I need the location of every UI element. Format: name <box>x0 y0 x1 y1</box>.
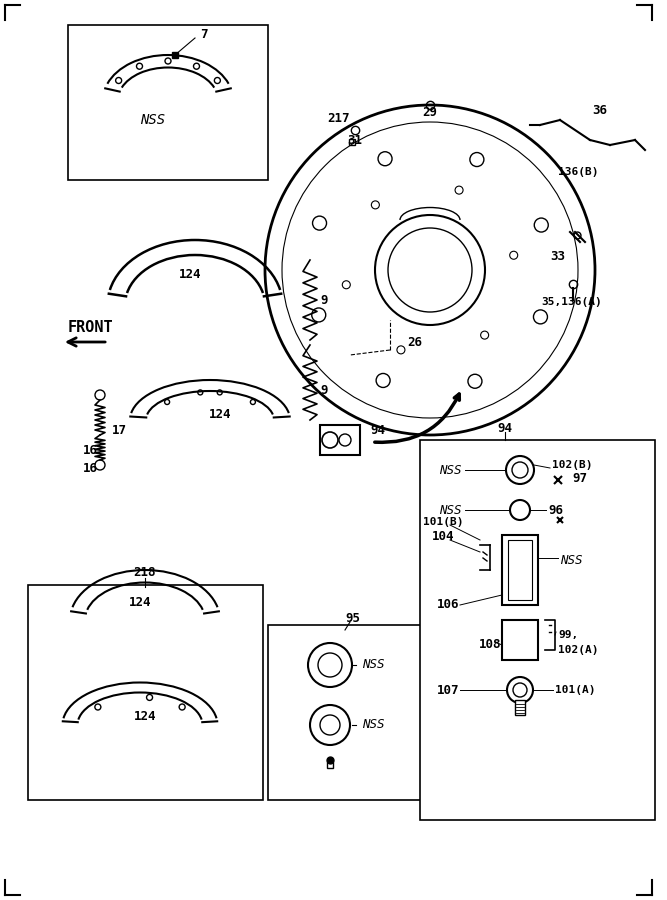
Text: 94: 94 <box>498 421 512 435</box>
Text: 99,: 99, <box>558 630 578 640</box>
Bar <box>508 540 532 600</box>
Text: 101(A): 101(A) <box>555 685 596 695</box>
Text: 97: 97 <box>572 472 587 484</box>
Text: 96: 96 <box>548 503 563 517</box>
Text: 218: 218 <box>134 565 156 579</box>
Bar <box>320 425 360 455</box>
Text: 124: 124 <box>179 268 201 282</box>
Text: 35,136(A): 35,136(A) <box>542 297 602 307</box>
Text: 9: 9 <box>320 383 327 397</box>
Text: 16: 16 <box>83 444 98 456</box>
Text: 9: 9 <box>320 293 327 307</box>
Bar <box>268 625 438 800</box>
Bar <box>420 440 655 820</box>
Text: 31: 31 <box>348 133 362 147</box>
Text: NSS: NSS <box>141 113 165 127</box>
Text: 16: 16 <box>83 462 98 474</box>
Text: 36: 36 <box>592 104 608 116</box>
Text: 124: 124 <box>129 596 151 608</box>
Text: 104: 104 <box>432 530 454 544</box>
Text: 7: 7 <box>200 29 207 41</box>
Bar <box>502 535 538 605</box>
Text: 108: 108 <box>479 638 501 652</box>
Text: 26: 26 <box>408 336 422 348</box>
Text: NSS: NSS <box>560 554 582 566</box>
Text: 101(B): 101(B) <box>423 517 464 527</box>
Text: 29: 29 <box>422 105 438 119</box>
Text: 102(A): 102(A) <box>558 645 598 655</box>
Text: 124: 124 <box>134 710 156 724</box>
Text: 33: 33 <box>550 250 566 264</box>
Text: 17: 17 <box>112 424 127 436</box>
Text: NSS: NSS <box>439 503 462 517</box>
Text: NSS: NSS <box>439 464 462 476</box>
Bar <box>68 25 268 180</box>
Text: 102(B): 102(B) <box>552 460 592 470</box>
Text: 136(B): 136(B) <box>558 167 598 177</box>
Text: 107: 107 <box>437 683 460 697</box>
Text: 106: 106 <box>437 598 460 611</box>
Text: NSS: NSS <box>362 718 384 732</box>
Text: 95: 95 <box>346 611 360 625</box>
Bar <box>28 585 263 800</box>
Bar <box>502 620 538 660</box>
Text: 217: 217 <box>327 112 350 124</box>
Bar <box>515 700 525 715</box>
Text: 124: 124 <box>209 409 231 421</box>
Text: FRONT: FRONT <box>68 320 113 336</box>
Text: NSS: NSS <box>362 659 384 671</box>
Text: 94: 94 <box>370 424 385 436</box>
